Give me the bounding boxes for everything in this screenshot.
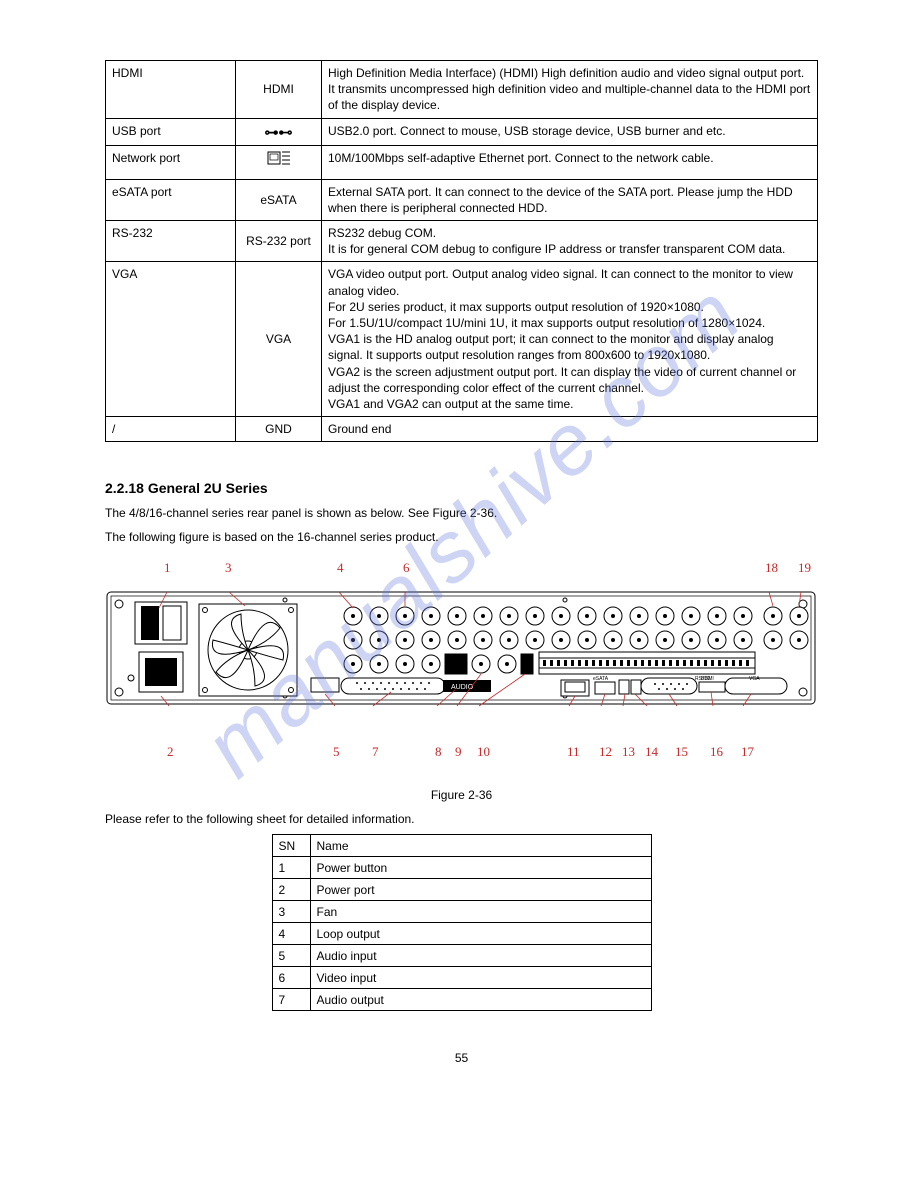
t2-sn: 6 (272, 967, 310, 989)
callout-num: 13 (622, 744, 635, 760)
t2-sn: 3 (272, 901, 310, 923)
callout-num: 5 (333, 744, 340, 760)
callout-num: 1 (164, 560, 171, 576)
section-subtext: The 4/8/16-channel series rear panel is … (105, 506, 818, 520)
callout-num: 8 (435, 744, 442, 760)
t2-name: Audio output (310, 989, 651, 1011)
t2-sn: 5 (272, 945, 310, 967)
callout-num: 3 (225, 560, 232, 576)
t1-desc: USB2.0 port. Connect to mouse, USB stora… (322, 118, 818, 146)
port-description-table: HDMI HDMI High Definition Media Interfac… (105, 60, 818, 442)
callout-num: 11 (567, 744, 580, 760)
t2-name: Loop output (310, 923, 651, 945)
section-heading: 2.2.18 General 2U Series (105, 480, 818, 496)
t1-icon: GND (236, 417, 322, 442)
network-icon (236, 146, 322, 179)
t1-name: USB port (106, 118, 236, 146)
callout-num: 12 (599, 744, 612, 760)
t2-sn: 4 (272, 923, 310, 945)
page-number: 55 (105, 1051, 818, 1065)
callout-num: 14 (645, 744, 658, 760)
t1-desc: 10M/100Mbps self-adaptive Ethernet port.… (322, 146, 818, 179)
t2-name: Power button (310, 857, 651, 879)
callout-num: 15 (675, 744, 688, 760)
t1-desc: VGA video output port. Output analog vid… (322, 262, 818, 417)
svg-text:HDMI: HDMI (701, 676, 714, 682)
t2-header-sn: SN (272, 835, 310, 857)
section-intro: The following figure is based on the 16-… (105, 530, 818, 544)
t2-sn: 7 (272, 989, 310, 1011)
t2-name: Fan (310, 901, 651, 923)
t1-icon: RS-232 port (236, 221, 322, 262)
section-num: 2.2.18 (105, 480, 144, 496)
t1-desc: External SATA port. It can connect to th… (322, 179, 818, 220)
t1-name: Network port (106, 146, 236, 179)
callout-num: 7 (372, 744, 379, 760)
t1-name: VGA (106, 262, 236, 417)
t1-name: eSATA port (106, 179, 236, 220)
sn-name-table: SNName 1Power button 2Power port 3Fan 4L… (272, 834, 652, 1011)
t1-icon: VGA (236, 262, 322, 417)
t2-sn: 2 (272, 879, 310, 901)
callout-num: 4 (337, 560, 344, 576)
callout-num: 18 (765, 560, 778, 576)
svg-text:VGA: VGA (749, 676, 760, 682)
callout-num: 10 (477, 744, 490, 760)
callout-num: 6 (403, 560, 410, 576)
usb-icon: ⊶⊷ (236, 118, 322, 146)
callout-num: 17 (741, 744, 754, 760)
callout-num: 9 (455, 744, 462, 760)
t2-sn: 1 (272, 857, 310, 879)
t1-name: RS-232 (106, 221, 236, 262)
svg-text:eSATA: eSATA (593, 676, 609, 682)
table2-intro: Please refer to the following sheet for … (105, 812, 818, 826)
rear-panel-diagram: 1 3 4 6 18 19 (105, 560, 818, 760)
t1-desc: Ground end (322, 417, 818, 442)
t1-icon: eSATA (236, 179, 322, 220)
t2-header-name: Name (310, 835, 651, 857)
t2-name: Power port (310, 879, 651, 901)
callout-num: 2 (167, 744, 174, 760)
svg-text:AUDIO: AUDIO (451, 684, 474, 691)
t1-icon: HDMI (236, 61, 322, 119)
callout-num: 19 (798, 560, 811, 576)
t1-name: / (106, 417, 236, 442)
t1-name: HDMI (106, 61, 236, 119)
t2-name: Audio input (310, 945, 651, 967)
figure-caption: Figure 2-36 (105, 788, 818, 802)
t2-name: Video input (310, 967, 651, 989)
t1-desc: RS232 debug COM.It is for general COM de… (322, 221, 818, 262)
panel-svg: AUDIO eSATA RS232 HDMI (105, 582, 818, 724)
section-title: General 2U Series (148, 480, 268, 496)
t1-desc: High Definition Media Interface) (HDMI) … (322, 61, 818, 119)
callout-num: 16 (710, 744, 723, 760)
